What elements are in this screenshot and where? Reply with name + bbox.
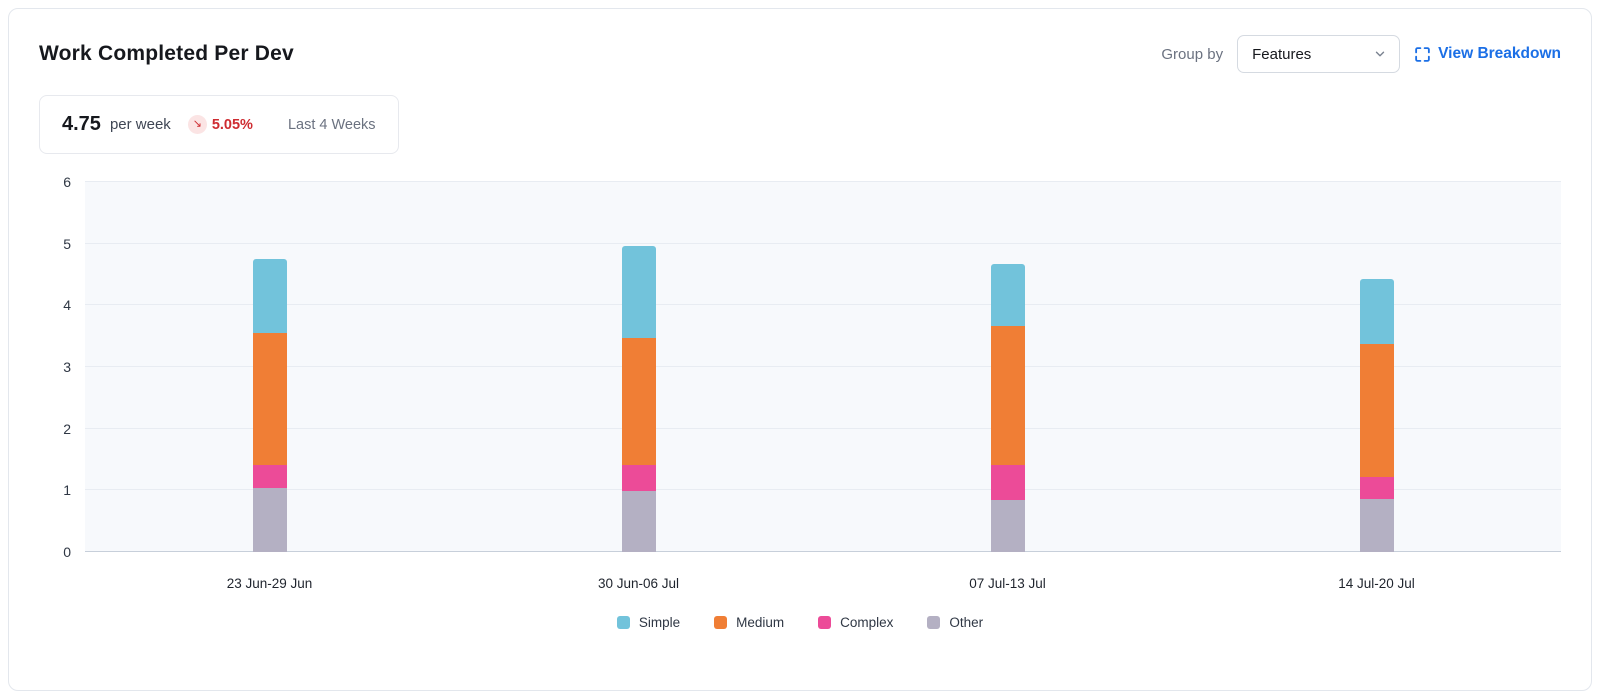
x-axis-label: 23 Jun-29 Jun (226, 576, 313, 591)
gridline (85, 242, 1561, 244)
legend-item-other[interactable]: Other (927, 615, 983, 630)
y-axis-label: 3 (63, 359, 71, 375)
bar-slot (454, 182, 823, 552)
chart-legend: Simple Medium Complex Other (39, 615, 1561, 630)
legend-swatch (927, 616, 941, 629)
bar-segment-complex[interactable] (990, 465, 1025, 501)
gridline (85, 427, 1561, 429)
card-header: Work Completed Per Dev Group by Features (39, 35, 1561, 73)
legend-item-simple[interactable]: Simple (616, 615, 681, 630)
gridline (85, 551, 1561, 552)
bars-layer (85, 182, 1561, 552)
bar-segment-medium[interactable] (1359, 344, 1394, 477)
chevron-down-icon (1373, 47, 1387, 61)
legend-label: Other (949, 615, 984, 630)
x-axis-label: 30 Jun-06 Jul (597, 576, 680, 591)
stacked-bar[interactable] (252, 182, 287, 552)
bar-segment-other[interactable] (1359, 498, 1394, 552)
bar-segment-other[interactable] (621, 490, 656, 552)
gridline (85, 489, 1561, 491)
work-completed-card: Work Completed Per Dev Group by Features (8, 8, 1592, 691)
bar-segment-medium[interactable] (621, 338, 656, 466)
bar-segment-complex[interactable] (252, 465, 287, 488)
gridline (85, 181, 1561, 182)
gridline (85, 366, 1561, 367)
legend-item-complex[interactable]: Complex (818, 615, 893, 630)
page-title: Work Completed Per Dev (39, 42, 294, 65)
bar-segment-medium[interactable] (990, 326, 1025, 466)
legend-swatch (714, 616, 728, 629)
stat-period: Last 4 Weeks (287, 116, 376, 133)
stacked-bar[interactable] (1359, 182, 1394, 552)
bar-segment-simple[interactable] (990, 264, 1025, 327)
y-axis-label: 6 (63, 174, 71, 190)
stat-unit: per week (109, 116, 171, 133)
x-axis-label: 14 Jul-20 Jul (1338, 576, 1415, 591)
bar-segment-other[interactable] (990, 500, 1025, 552)
stat-value: 4.75 (62, 113, 101, 135)
bar-segment-simple[interactable] (621, 246, 656, 339)
x-axis-label: 07 Jul-13 Jul (969, 576, 1046, 591)
stacked-bar[interactable] (990, 182, 1025, 552)
legend-swatch (616, 616, 630, 629)
stacked-bar[interactable] (621, 182, 656, 552)
plot-area (85, 181, 1561, 552)
delta-value: 5.05% (211, 116, 253, 133)
bar-segment-other[interactable] (252, 487, 287, 552)
bar-segment-simple[interactable] (252, 258, 287, 334)
legend-label: Medium (736, 615, 785, 630)
legend-label: Complex (840, 615, 894, 630)
chart: 0 1 2 3 4 5 6 23 Jun-29 Jun 30 Jun-06 Jul 07 Jul… (39, 174, 1561, 591)
view-breakdown-link[interactable]: View Breakdown (1414, 45, 1561, 63)
gridline (85, 304, 1561, 306)
legend-swatch (818, 616, 832, 629)
group-by-selected-value: Features (1252, 45, 1312, 63)
trend-down-arrow-icon: ↘ (187, 115, 207, 134)
stat-card: 4.75 per week ↘ 5.05% Last 4 Weeks (39, 95, 399, 154)
x-axis: 23 Jun-29 Jun 30 Jun-06 Jul 07 Jul-13 Jul 1… (85, 576, 1561, 591)
group-by-label: Group by (1161, 45, 1224, 63)
bar-segment-complex[interactable] (1359, 476, 1394, 499)
expand-icon (1414, 46, 1431, 63)
bar-slot (85, 182, 454, 552)
bar-segment-simple[interactable] (1359, 279, 1394, 345)
y-axis-label: 0 (63, 544, 71, 560)
group-by-select[interactable]: Features (1237, 35, 1401, 73)
y-axis-label: 5 (63, 235, 71, 252)
legend-label: Simple (638, 615, 681, 630)
bar-segment-complex[interactable] (621, 465, 656, 491)
header-controls: Group by Features View Breakdown (1161, 35, 1561, 73)
bar-slot (823, 182, 1192, 552)
bar-slot (1192, 182, 1561, 552)
y-axis-label: 1 (63, 482, 71, 499)
view-breakdown-label: View Breakdown (1438, 45, 1561, 62)
delta-badge: ↘ 5.05% (187, 115, 253, 134)
bar-segment-medium[interactable] (252, 333, 287, 466)
y-axis: 0 1 2 3 4 5 6 (39, 174, 85, 560)
legend-item-medium[interactable]: Medium (714, 615, 784, 630)
y-axis-label: 4 (63, 297, 71, 314)
y-axis-label: 2 (63, 420, 71, 437)
